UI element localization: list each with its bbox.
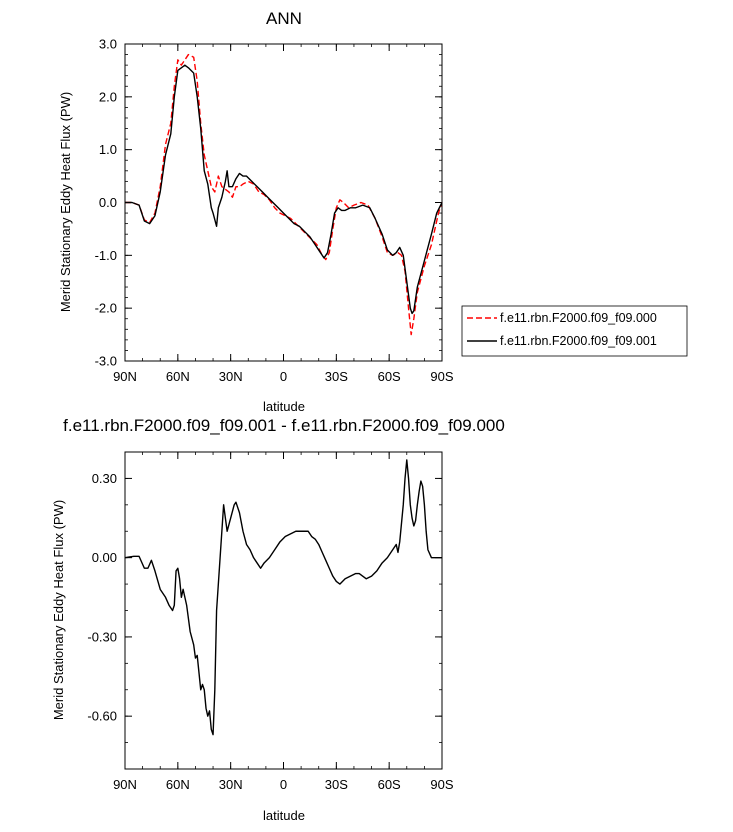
legend-box: [461, 305, 688, 357]
top-series-line-0: [125, 53, 443, 336]
top-x-ticks: 90N 60N 30N 0 30S 60S 90S: [113, 44, 454, 384]
bottom-series-lines: [124, 459, 442, 736]
bot-x-tick-label: 90S: [430, 777, 453, 792]
top-y-ticks: -3.0 -2.0 -1.0 0.0 1.0 2.0 3.0: [95, 37, 442, 369]
top-series-line-1: [125, 64, 443, 315]
top-x-tick-label: 90S: [430, 369, 453, 384]
bottom-chart-title: f.e11.rbn.F2000.f09_f09.001 - f.e11.rbn.…: [63, 416, 505, 435]
top-y-tick-label: 2.0: [99, 89, 117, 104]
bottom-y-ticks: -0.60 -0.30 0.00 0.30: [87, 451, 442, 770]
bot-x-tick-label: 60S: [378, 777, 401, 792]
top-x-tick-label: 60N: [166, 369, 190, 384]
top-x-axis-label: latitude: [263, 399, 305, 414]
top-y-tick-label: 0.0: [99, 195, 117, 210]
bot-y-tick-label: 0.30: [92, 471, 117, 486]
bottom-plot-frame: [124, 451, 443, 770]
top-series-lines: [125, 53, 443, 336]
bot-x-tick-label: 90N: [113, 777, 137, 792]
legend-label-0: f.e11.rbn.F2000.f09_f09.000: [500, 311, 657, 325]
top-y-tick-label: 3.0: [99, 37, 117, 52]
top-x-tick-label: 30S: [325, 369, 348, 384]
bot-x-tick-label: 30S: [325, 777, 348, 792]
top-y-tick-label: 1.0: [99, 142, 117, 157]
top-chart: ANN -3.0 -2.0 -1.0 0.0 1.0 2.0 3.0 90N 60N 30N 0 3…: [58, 9, 688, 414]
bottom-x-axis-label: latitude: [263, 808, 305, 823]
top-x-tick-label: 30N: [219, 369, 243, 384]
top-y-tick-label: -3.0: [95, 354, 117, 369]
top-y-tick-label: -1.0: [95, 248, 117, 263]
top-y-tick-label: -2.0: [95, 301, 117, 316]
bot-x-tick-label: 60N: [166, 777, 190, 792]
bottom-x-ticks: 90N 60N 30N 0 30S 60S 90S: [113, 452, 454, 792]
bottom-chart: f.e11.rbn.F2000.f09_f09.001 - f.e11.rbn.…: [51, 416, 505, 823]
bot-y-tick-label: -0.30: [87, 629, 117, 644]
bot-x-tick-label: 0: [280, 777, 287, 792]
bot-x-tick-label: 30N: [219, 777, 243, 792]
top-x-tick-label: 0: [280, 369, 287, 384]
bot-y-tick-label: -0.60: [87, 709, 117, 724]
bot-series-line-0: [124, 459, 442, 736]
top-y-axis-label: Merid Stationary Eddy Heat Flux (PW): [58, 92, 73, 312]
top-x-tick-label: 60S: [378, 369, 401, 384]
top-chart-title: ANN: [266, 9, 302, 28]
legend-label-1: f.e11.rbn.F2000.f09_f09.001: [500, 334, 657, 348]
bottom-y-axis-label: Merid Stationary Eddy Heat Flux (PW): [51, 500, 66, 720]
bot-y-tick-label: 0.00: [92, 550, 117, 565]
legend: f.e11.rbn.F2000.f09_f09.000 f.e11.rbn.F2…: [461, 305, 688, 357]
top-x-tick-label: 90N: [113, 369, 137, 384]
top-plot-frame: [124, 43, 443, 362]
